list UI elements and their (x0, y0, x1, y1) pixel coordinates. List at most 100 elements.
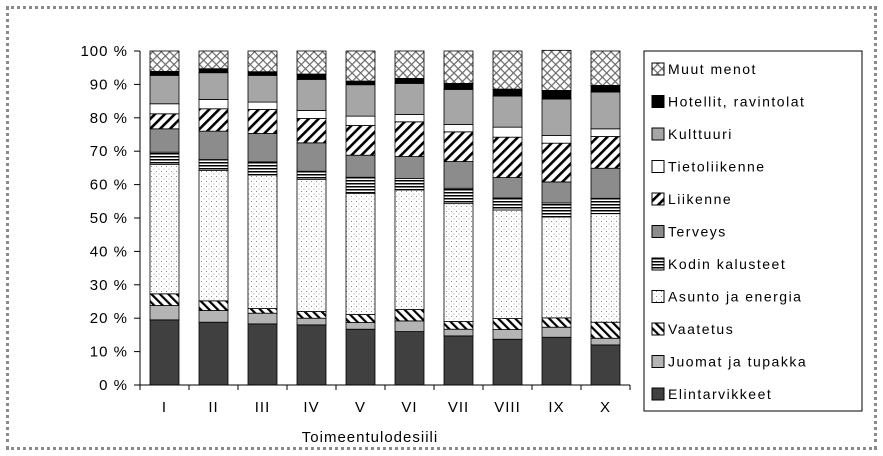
x-tick-label: VIII (494, 399, 521, 416)
bar-segment (345, 328, 376, 386)
bar-segment (296, 110, 327, 119)
bar-segment (443, 161, 474, 189)
y-tick-label: 50 % (90, 210, 128, 227)
bar-segment (149, 103, 180, 115)
bar-segment (198, 310, 229, 323)
bar-segment (247, 161, 278, 176)
legend-swatch (651, 95, 665, 108)
bar-stacks (149, 49, 621, 386)
bar-segment (541, 181, 572, 204)
y-tick-label: 40 % (90, 243, 128, 260)
bar-segment (443, 203, 474, 322)
y-tick-label: 70 % (90, 143, 128, 160)
bar-segment (149, 293, 180, 306)
bar-segment (296, 311, 327, 319)
bar-segment (443, 89, 474, 125)
bar-segment (492, 318, 523, 330)
bar-segment (198, 68, 229, 74)
bar-segment (590, 337, 621, 346)
legend-swatch (651, 290, 665, 303)
bar-segment (590, 136, 621, 169)
bar-segment (590, 50, 621, 86)
bar-segment (149, 151, 180, 165)
bar-segment (590, 321, 621, 339)
legend-box (643, 50, 863, 412)
legend-label: Juomat ja tupakka (668, 354, 807, 370)
bar-segment (541, 336, 572, 386)
legend-label: Kulttuuri (668, 126, 733, 142)
bar-segment (149, 319, 180, 386)
legend-label: Elintarvikkeet (668, 386, 772, 402)
bar-segment (394, 50, 425, 79)
bar-segment (296, 118, 327, 144)
bar-segment (198, 50, 229, 70)
x-tick-label: IV (303, 399, 319, 416)
bar-segment (492, 126, 523, 138)
bar-segment (443, 50, 474, 84)
bar-segment (198, 159, 229, 171)
x-tick-label: I (162, 399, 167, 416)
x-tick-label: VI (401, 399, 417, 416)
bar-segment (345, 322, 376, 330)
bar-segment (443, 187, 474, 205)
legend-swatch (651, 192, 665, 206)
bar-segment (394, 121, 425, 157)
bar-segment (492, 338, 523, 386)
bar-segment (590, 213, 621, 323)
bar-segment (394, 320, 425, 332)
legend-label: Vaatetus (668, 321, 734, 337)
bar-segment (296, 73, 327, 80)
bar-segment (296, 317, 327, 326)
bar-segment (443, 321, 474, 330)
x-tick-label: III (255, 399, 271, 416)
bar-segment (541, 142, 572, 183)
bar-segment (492, 95, 523, 128)
bar-segment (394, 114, 425, 123)
bar-segment (345, 50, 376, 82)
chart-frame (6, 6, 877, 450)
bar-segment (590, 167, 621, 199)
legend-label: Terveys (668, 224, 727, 240)
bar-segment (247, 312, 278, 325)
bar-segment (247, 109, 278, 134)
legend-label: Kodin kalusteet (668, 256, 786, 272)
bar-segment (247, 50, 278, 73)
bar-segment (149, 164, 180, 295)
bar-segment (345, 314, 376, 323)
y-tick-label: 20 % (90, 310, 128, 327)
legend-swatch (651, 127, 665, 141)
bar-segment (247, 323, 278, 386)
bar-segment (247, 101, 278, 110)
bar-segment (541, 202, 572, 218)
bar-segment (247, 74, 278, 103)
x-tick-label: X (600, 399, 611, 416)
bar-segment (394, 77, 425, 84)
bar-segment (590, 197, 621, 215)
bar-segment (247, 174, 278, 309)
bar-segment (394, 331, 425, 386)
bar-segment (541, 49, 572, 91)
legend-swatch (651, 355, 665, 368)
legend-label: Tietoliikenne (668, 159, 766, 175)
y-tick-label: 30 % (90, 277, 128, 294)
bar-segment (394, 156, 425, 179)
bar-segment (541, 98, 572, 136)
legend-swatch (651, 160, 665, 173)
bar-segment (198, 130, 229, 160)
bar-segment (198, 170, 229, 302)
bar-segment (443, 131, 474, 162)
bar-segment (590, 128, 621, 137)
y-tick-label: 10 % (90, 344, 128, 361)
legend-label: Muut menot (668, 61, 757, 77)
bar-segment (443, 335, 474, 386)
y-tick-label: 60 % (90, 177, 128, 194)
y-tick-label: 90 % (90, 76, 128, 93)
x-tick-label: II (208, 399, 218, 416)
legend-swatch (651, 225, 665, 238)
bar-segment (198, 321, 229, 386)
bar-segment (492, 50, 523, 90)
legend: Muut menot Hotellit, ravintolat Kulttuuri T… (643, 50, 863, 412)
bar-segment (492, 197, 523, 211)
bar-segment (492, 329, 523, 340)
